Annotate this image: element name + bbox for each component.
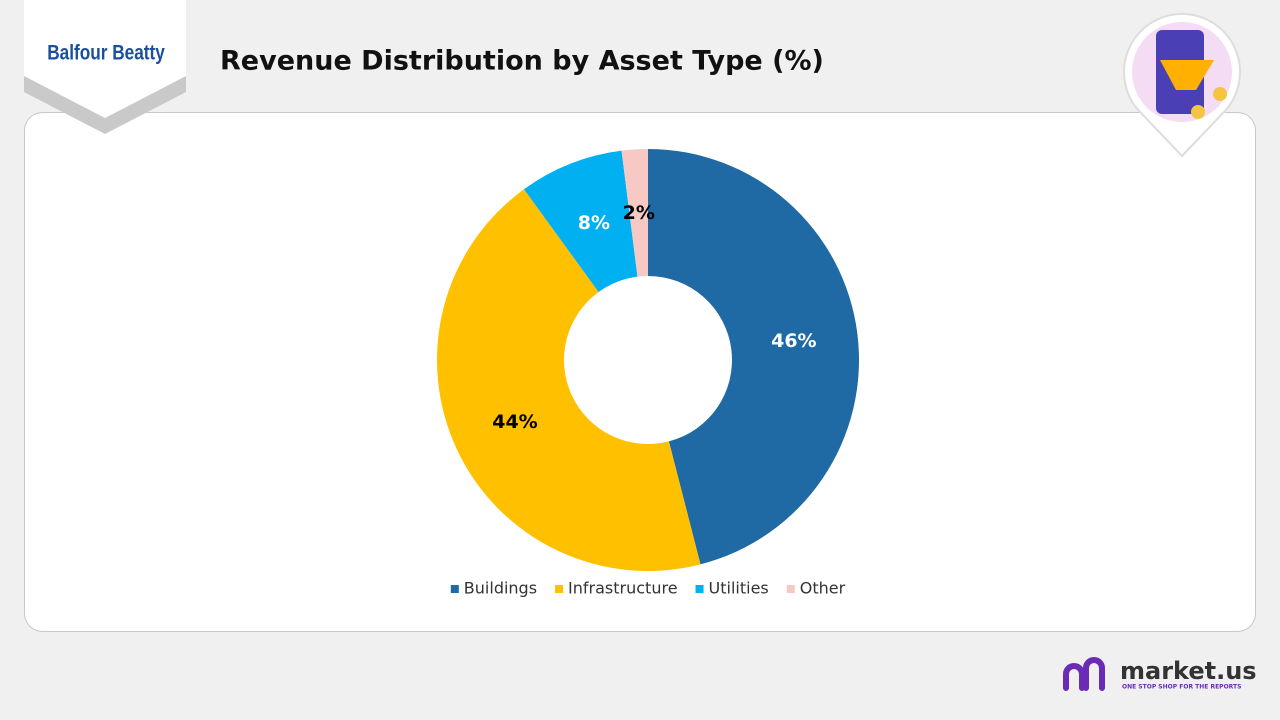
legend-label: Infrastructure	[568, 579, 677, 598]
icon-coin	[1191, 105, 1205, 119]
publisher-logo: market.us	[1120, 657, 1257, 685]
icon-funnel	[1160, 60, 1214, 90]
data-label: 44%	[492, 411, 537, 433]
legend-swatch	[786, 585, 795, 593]
chart-title: Revenue Distribution by Asset Type (%)	[220, 46, 824, 77]
company-logo: Balfour Beatty	[47, 42, 165, 65]
legend-swatch	[450, 585, 459, 593]
chart-card	[24, 112, 1256, 632]
badge	[24, 0, 186, 118]
legend-swatch	[695, 585, 704, 593]
legend-swatch	[555, 585, 564, 593]
donut-slice	[523, 150, 638, 293]
data-label: 8%	[578, 212, 610, 234]
publisher-tagline: ONE STOP SHOP FOR THE REPORTS	[1122, 684, 1241, 691]
data-label: 46%	[771, 330, 816, 352]
donut-slice	[648, 149, 860, 565]
icon-coin	[1213, 87, 1227, 101]
data-label: 2%	[623, 202, 655, 224]
publisher-mark	[1063, 657, 1105, 691]
legend: Buildings Infrastructure Utilities Other	[450, 579, 846, 598]
donut-slice	[436, 189, 701, 571]
legend-label: Other	[800, 579, 846, 598]
donut-slice	[621, 149, 648, 277]
legend-label: Utilities	[709, 579, 769, 598]
legend-label: Buildings	[464, 579, 537, 598]
